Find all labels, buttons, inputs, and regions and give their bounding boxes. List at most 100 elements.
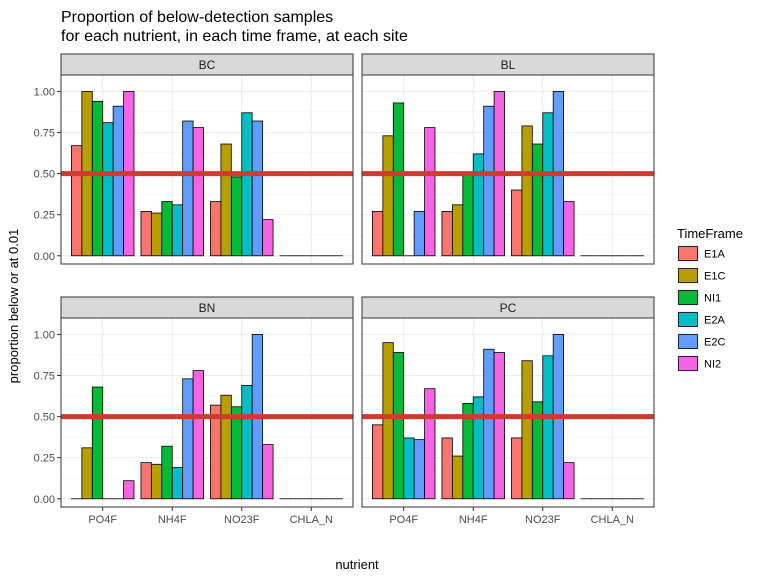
x-tick-label: NO23F: [525, 514, 561, 526]
y-tick-label: 0.50: [34, 412, 55, 424]
panel-border: [60, 317, 354, 508]
bar-pc-ni2-po4f: [424, 388, 436, 500]
legend: TimeFrame E1A E1C NI1 E2A E2C NI2: [677, 226, 743, 372]
legend-title: TimeFrame: [677, 226, 743, 241]
x-tick-label: PO4F: [389, 514, 418, 526]
y-tick-label: 0.25: [34, 210, 55, 222]
bar-pc-ni1-po4f: [392, 352, 405, 500]
bar-bl-e2a-no23f: [542, 112, 554, 257]
bar-bc-e1a-po4f: [71, 145, 83, 257]
panel-background: [362, 75, 654, 264]
x-tick-label: CHLA_N: [591, 514, 634, 526]
bar-bl-ni1-no23f: [531, 143, 544, 257]
legend-key-ni1: [678, 290, 698, 305]
panels-layer: BC 0.00 0.25 0.50 0.75 1.00 BL BN 0.00 0.25 0.50 0.…: [34, 53, 655, 526]
bar-pc-e1c-no23f: [521, 360, 533, 500]
bar-bl-e1a-po4f: [372, 211, 384, 257]
legend-label-e2a: E2A: [704, 315, 725, 327]
bar-bc-e1a-no23f: [210, 201, 222, 257]
bar-bl-ni1-nh4f: [462, 173, 474, 257]
y-tick-label: 0.50: [34, 169, 55, 181]
bar-bc-e2a-no23f: [241, 112, 253, 257]
bar-bc-ni2-nh4f: [192, 127, 204, 257]
bar-bn-e2a-nh4f: [171, 467, 184, 500]
legend-key-e2c: [678, 334, 698, 349]
bar-bc-e1c-nh4f: [150, 212, 163, 257]
legend-key-ni2: [678, 356, 698, 371]
facet-strip-label: BC: [199, 58, 216, 72]
bar-pc-e2a-nh4f: [472, 396, 485, 500]
x-axis-title: nutrient: [335, 557, 379, 572]
bar-bc-e2c-nh4f: [182, 120, 194, 257]
bar-bc-ni2-no23f: [262, 219, 274, 257]
y-tick-label: 1.00: [34, 329, 55, 341]
bar-bc-ni1-no23f: [230, 176, 243, 257]
x-tick-label: NH4F: [459, 514, 488, 526]
bar-pc-ni2-no23f: [563, 462, 575, 500]
bar-bn-e1c-nh4f: [150, 463, 163, 500]
bar-bn-e1a-nh4f: [140, 462, 152, 500]
bar-bl-ni2-po4f: [424, 127, 436, 257]
bar-bl-e2a-nh4f: [472, 153, 485, 257]
y-axis-title: proportion below or at 0.01: [6, 229, 21, 384]
bar-bl-e1a-no23f: [511, 189, 523, 257]
panel-border: [361, 74, 655, 265]
bar-bn-ni2-nh4f: [192, 370, 204, 500]
bar-bn-ni1-no23f: [230, 406, 243, 500]
x-tick-label: PO4F: [88, 514, 117, 526]
bar-bc-ni1-po4f: [91, 100, 104, 257]
legend-label-ni2: NI2: [704, 359, 721, 371]
panel-border: [361, 317, 655, 508]
bar-bn-ni1-nh4f: [161, 445, 173, 500]
panel-background: [61, 318, 353, 507]
bar-bn-ni2-po4f: [123, 480, 135, 500]
bar-pc-e2c-nh4f: [483, 348, 495, 500]
bar-pc-e2c-po4f: [413, 439, 425, 500]
legend-label-ni1: NI1: [704, 293, 721, 305]
bar-bc-e2a-po4f: [102, 122, 114, 257]
bar-bc-e2a-nh4f: [171, 204, 184, 257]
bar-bn-e2c-nh4f: [182, 378, 194, 500]
bar-pc-e1a-no23f: [511, 437, 523, 500]
bar-pc-e1c-nh4f: [451, 455, 464, 500]
y-tick-label: 0.75: [34, 371, 55, 383]
bar-bn-ni2-no23f: [262, 444, 274, 500]
panel-border: [60, 74, 354, 265]
bar-pc-e2a-no23f: [542, 355, 554, 500]
bar-bc-e1a-nh4f: [140, 211, 152, 257]
y-tick-label: 0.75: [34, 128, 55, 140]
bar-bl-e2c-po4f: [413, 211, 425, 257]
x-tick-label: NH4F: [158, 514, 187, 526]
legend-label-e1c: E1C: [704, 271, 725, 283]
legend-key-e2a: [678, 312, 698, 327]
bar-bl-ni2-no23f: [563, 201, 575, 257]
chart-title-line-2: for each nutrient, in each time frame, a…: [61, 28, 408, 45]
bar-pc-e1a-po4f: [372, 424, 384, 500]
bar-bl-e1c-nh4f: [451, 204, 464, 257]
legend-key-e1a: [678, 246, 698, 261]
bar-bn-e1a-no23f: [210, 404, 222, 500]
bar-bl-e1c-no23f: [521, 125, 533, 257]
facet-strip-label: PC: [500, 301, 517, 315]
bar-bc-ni1-nh4f: [161, 201, 173, 257]
bar-bl-e2c-nh4f: [483, 105, 495, 257]
bar-bc-e2c-no23f: [251, 120, 264, 257]
bar-pc-e2a-po4f: [403, 437, 415, 500]
y-tick-label: 1.00: [34, 86, 55, 98]
x-tick-label: CHLA_N: [290, 514, 333, 526]
bar-pc-e1a-nh4f: [441, 437, 453, 500]
facet-strip-label: BN: [199, 301, 216, 315]
y-tick-label: 0.00: [34, 494, 55, 506]
bar-pc-e1c-po4f: [382, 342, 394, 500]
legend-label-e1a: E1A: [704, 249, 725, 261]
bar-bn-e1c-po4f: [81, 447, 93, 500]
bar-bn-e2a-no23f: [241, 384, 253, 500]
bar-pc-ni2-nh4f: [493, 352, 505, 500]
y-tick-label: 0.25: [34, 453, 55, 465]
bar-bl-e1c-po4f: [382, 135, 394, 257]
bar-bl-e1a-nh4f: [441, 211, 453, 257]
legend-key-e1c: [678, 268, 698, 283]
bar-bn-e1c-no23f: [220, 394, 232, 500]
legend-label-e2c: E2C: [704, 337, 725, 349]
